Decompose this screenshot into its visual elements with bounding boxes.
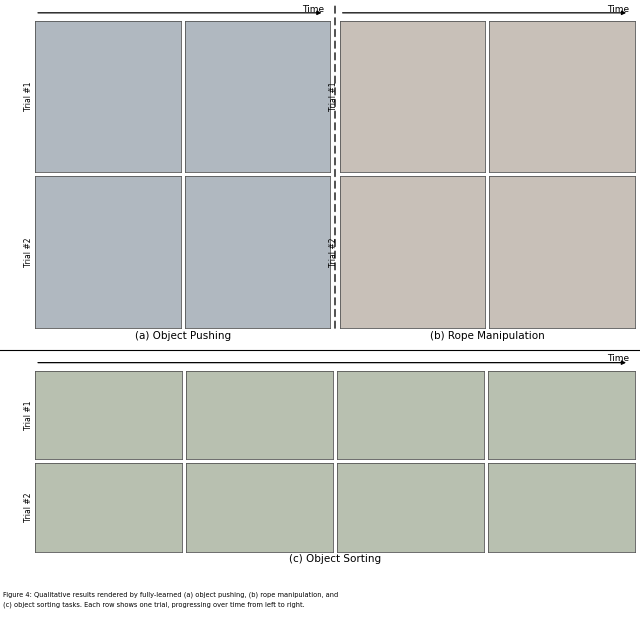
Text: (c) object sorting tasks. Each row shows one trial, progressing over time from l: (c) object sorting tasks. Each row shows… <box>3 602 305 608</box>
Text: (a) Object Pushing: (a) Object Pushing <box>134 331 231 341</box>
Text: Trial #2: Trial #2 <box>24 237 33 267</box>
Text: Figure 4: Qualitative results rendered by fully-learned (a) object pushing, (b) : Figure 4: Qualitative results rendered b… <box>3 591 339 598</box>
Text: Trial #1: Trial #1 <box>24 82 33 111</box>
Text: Trial #2: Trial #2 <box>24 493 33 522</box>
Text: Trial #1: Trial #1 <box>329 82 338 111</box>
Text: Time: Time <box>302 5 324 14</box>
Text: Time: Time <box>607 5 629 14</box>
Text: (c) Object Sorting: (c) Object Sorting <box>289 554 381 564</box>
Text: (b) Rope Manipulation: (b) Rope Manipulation <box>430 331 545 341</box>
Text: Time: Time <box>607 354 629 363</box>
Text: Trial #1: Trial #1 <box>24 400 33 430</box>
Text: Trial #2: Trial #2 <box>329 237 338 267</box>
